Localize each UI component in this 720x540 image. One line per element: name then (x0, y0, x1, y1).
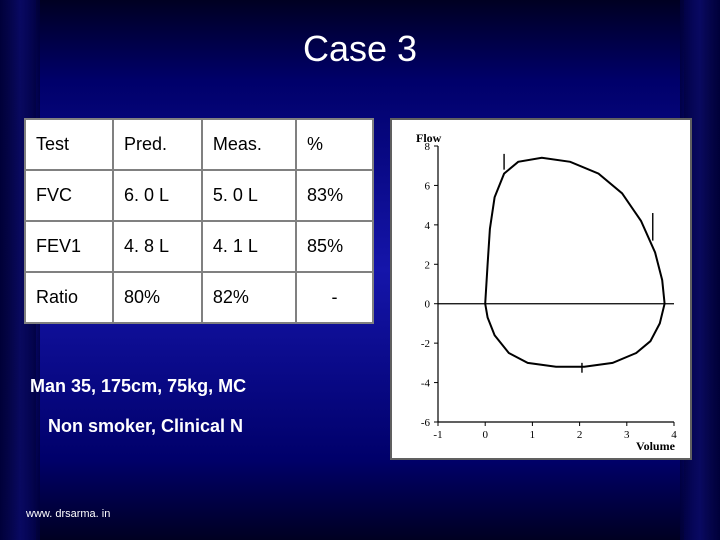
cell-test: FVC (25, 170, 113, 221)
svg-text:-6: -6 (421, 417, 431, 429)
cell-pct: - (296, 272, 373, 323)
cell-pct: 85% (296, 221, 373, 272)
footer-url: www. drsarma. in (26, 508, 110, 520)
svg-text:-4: -4 (421, 378, 431, 390)
page-title: Case 3 (0, 28, 720, 70)
svg-text:4: 4 (425, 220, 431, 232)
svg-text:0: 0 (482, 429, 488, 441)
svg-text:-1: -1 (433, 429, 442, 441)
svg-text:2: 2 (425, 259, 431, 271)
cell-test: FEV1 (25, 221, 113, 272)
table-row: Ratio 80% 82% - (25, 272, 373, 323)
col-meas: Meas. (202, 119, 296, 170)
svg-text:Flow: Flow (416, 131, 442, 145)
cell-pred: 4. 8 L (113, 221, 202, 272)
cell-pred: 80% (113, 272, 202, 323)
cell-meas: 82% (202, 272, 296, 323)
svg-text:-2: -2 (421, 338, 430, 350)
flow-volume-svg: -6-4-202468-101234FlowVolume (398, 126, 684, 452)
flow-volume-chart: -6-4-202468-101234FlowVolume (390, 118, 692, 460)
cell-meas: 5. 0 L (202, 170, 296, 221)
cell-pct: 83% (296, 170, 373, 221)
svg-text:1: 1 (530, 429, 536, 441)
col-pct: % (296, 119, 373, 170)
col-pred: Pred. (113, 119, 202, 170)
pft-table: Test Pred. Meas. % FVC 6. 0 L 5. 0 L 83%… (24, 118, 374, 324)
table-row: FEV1 4. 8 L 4. 1 L 85% (25, 221, 373, 272)
cell-test: Ratio (25, 272, 113, 323)
svg-text:2: 2 (577, 429, 583, 441)
cell-pred: 6. 0 L (113, 170, 202, 221)
table-row: FVC 6. 0 L 5. 0 L 83% (25, 170, 373, 221)
patient-info-line2: Non smoker, Clinical N (48, 416, 243, 437)
col-test: Test (25, 119, 113, 170)
cell-meas: 4. 1 L (202, 221, 296, 272)
patient-info-line1: Man 35, 175cm, 75kg, MC (30, 376, 246, 397)
table-header-row: Test Pred. Meas. % (25, 119, 373, 170)
svg-text:6: 6 (425, 180, 431, 192)
svg-text:Volume: Volume (636, 439, 676, 452)
svg-text:3: 3 (624, 429, 630, 441)
svg-text:0: 0 (425, 299, 431, 311)
